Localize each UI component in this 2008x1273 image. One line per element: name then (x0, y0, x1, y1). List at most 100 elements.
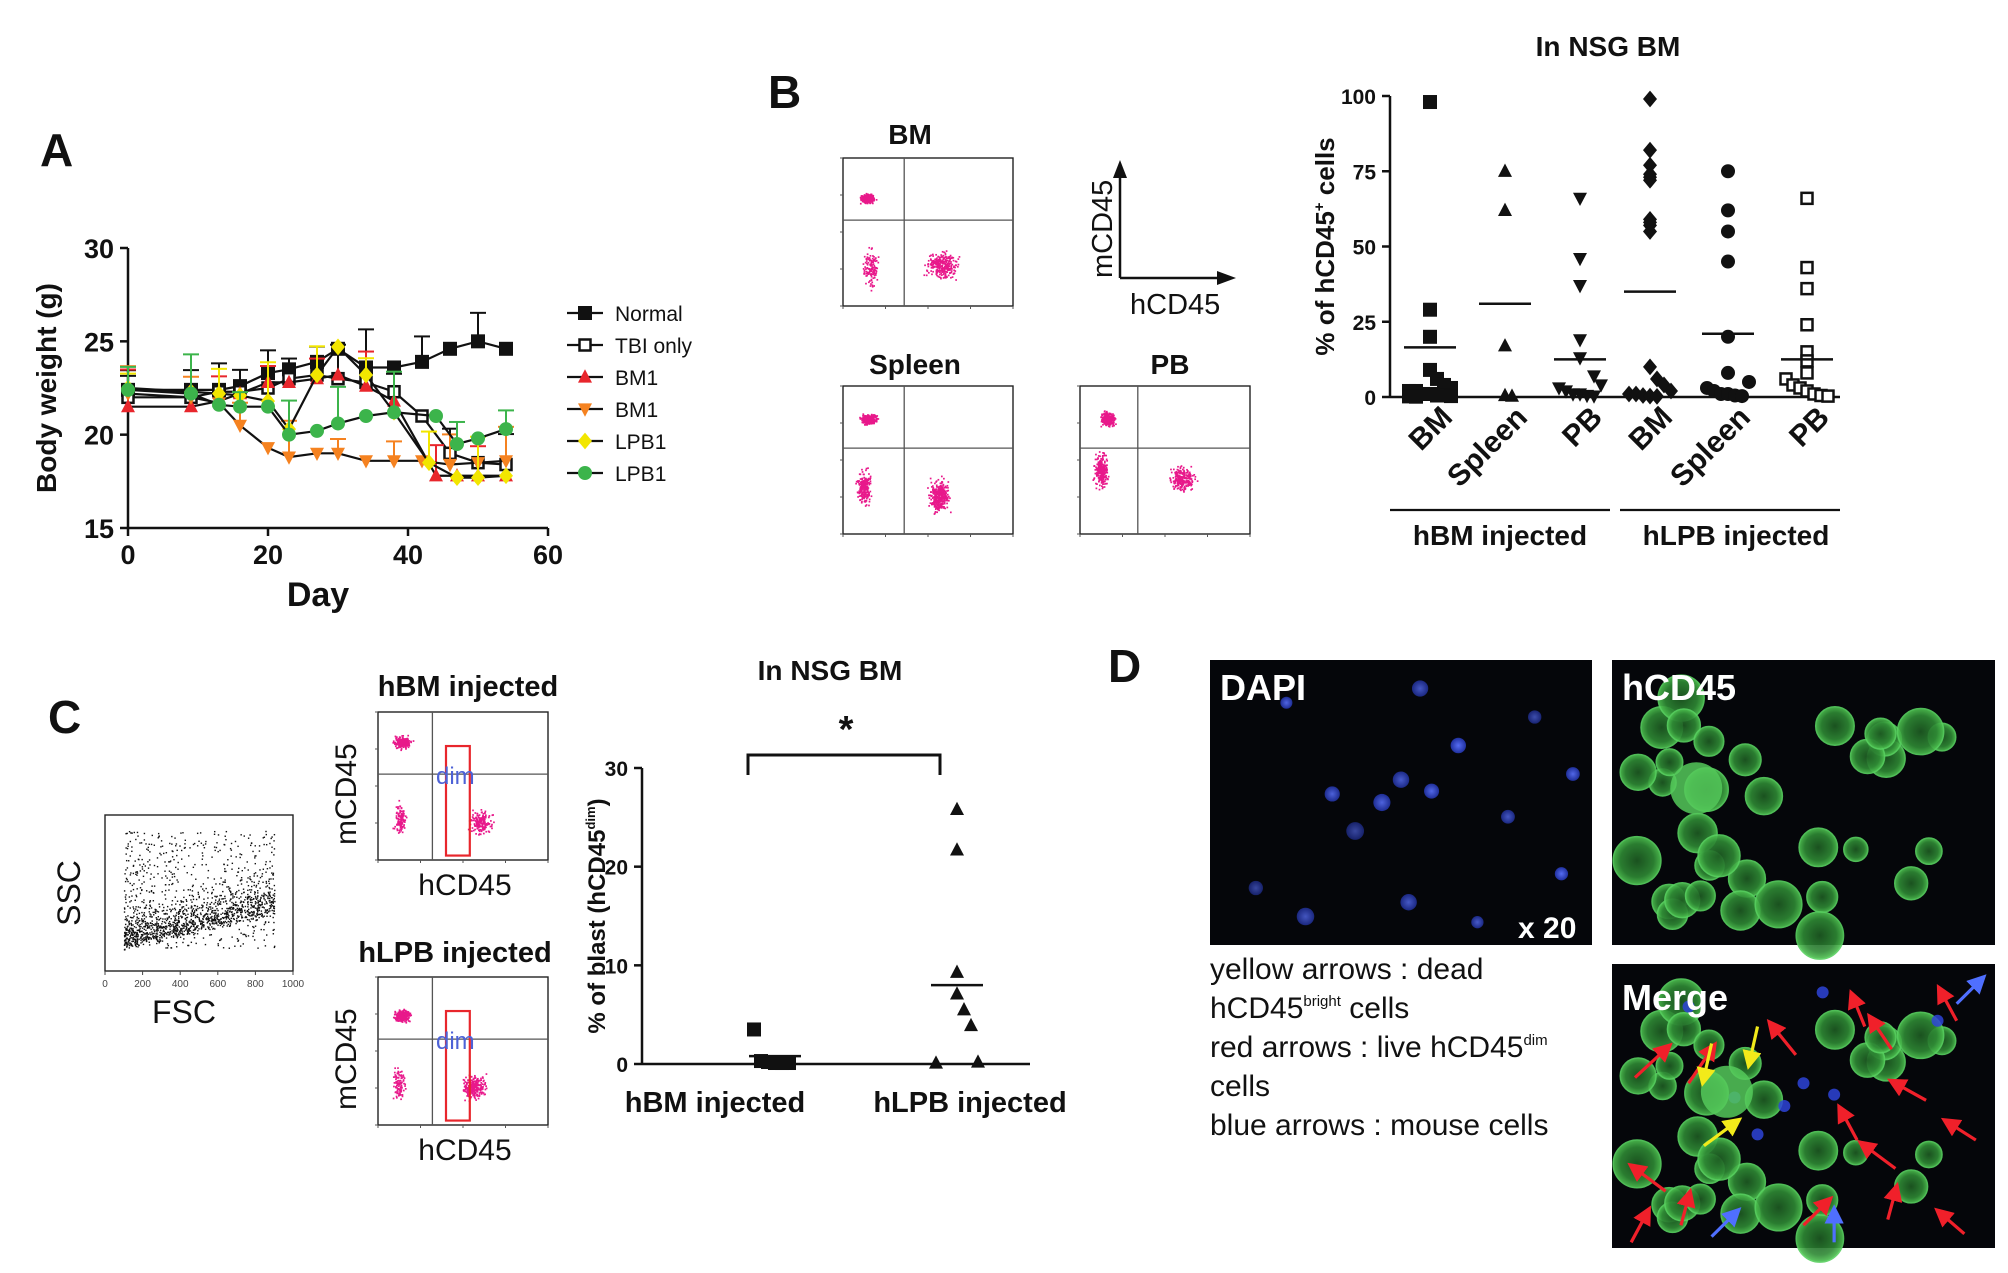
event-dot (864, 266, 866, 268)
event-dot (1106, 468, 1108, 471)
event-dot (180, 932, 183, 935)
event-dot (946, 496, 949, 499)
y-tick-label: 0 (1364, 387, 1376, 410)
event-dot (945, 270, 948, 273)
event-dot (192, 920, 194, 922)
event-dot (938, 269, 941, 272)
event-dot (194, 923, 196, 925)
event-dot (208, 906, 210, 908)
event-dot (394, 743, 396, 746)
event-dot (148, 891, 151, 893)
event-dot (199, 832, 202, 834)
event-dot (176, 854, 178, 857)
data-point (359, 378, 373, 392)
event-dot (933, 499, 935, 501)
event-dot (238, 889, 240, 892)
event-dot (246, 881, 248, 883)
event-dot (175, 912, 178, 914)
event-dot (247, 913, 249, 916)
event-dot (217, 924, 219, 926)
event-dot (136, 922, 139, 924)
event-dot (863, 485, 866, 488)
event-dot (257, 947, 259, 949)
event-dot (1169, 478, 1172, 481)
event-dot (240, 853, 243, 856)
data-point (1643, 141, 1657, 159)
event-dot (172, 882, 174, 885)
event-dot (941, 487, 943, 490)
event-dot (874, 274, 877, 276)
data-point (1498, 202, 1512, 216)
event-dot (869, 482, 872, 485)
event-dot (1174, 480, 1177, 483)
data-point (1498, 163, 1512, 177)
event-dot (255, 897, 257, 899)
event-dot (127, 925, 129, 927)
event-dot (135, 926, 137, 929)
event-dot (188, 855, 190, 857)
event-dot (1106, 421, 1108, 424)
event-dot (128, 932, 131, 935)
event-dot (181, 924, 183, 926)
event-dot (862, 485, 865, 488)
event-dot (173, 873, 175, 875)
event-dot (491, 814, 494, 817)
event-dot (942, 254, 945, 257)
event-dot (148, 941, 150, 944)
event-dot (946, 265, 948, 268)
event-dot (211, 922, 214, 925)
event-dot (236, 938, 239, 940)
event-dot (404, 815, 407, 818)
event-dot (236, 907, 239, 910)
event-dot (251, 915, 253, 917)
event-dot (151, 920, 153, 922)
event-dot (868, 492, 870, 495)
event-dot (155, 938, 158, 941)
event-dot (269, 895, 272, 897)
data-point (1573, 280, 1587, 294)
event-dot (136, 932, 138, 934)
event-dot (219, 894, 221, 897)
event-dot (472, 809, 474, 812)
event-dot (867, 478, 870, 481)
event-dot (169, 842, 171, 845)
event-dot (179, 936, 182, 938)
event-dot (217, 918, 219, 921)
event-dot (134, 860, 136, 862)
event-dot (217, 904, 219, 906)
event-dot (166, 943, 169, 945)
event-dot (191, 890, 194, 892)
event-dot (267, 897, 269, 900)
y-axis-label: Body weight (g) (31, 283, 62, 493)
event-dot (949, 271, 952, 274)
event-dot (131, 945, 134, 947)
event-dot (243, 891, 245, 894)
event-dot (211, 891, 213, 894)
event-dot (949, 254, 952, 257)
data-point (1423, 329, 1437, 344)
event-dot (1111, 425, 1114, 428)
event-dot (166, 933, 168, 936)
category-label: PB (1783, 401, 1836, 454)
event-dot (252, 906, 254, 908)
event-dot (224, 895, 226, 898)
event-dot (1106, 412, 1109, 415)
y-axis-label-sup: + (1311, 202, 1328, 211)
event-dot (941, 491, 944, 494)
event-dot (206, 918, 208, 921)
event-dot (1098, 463, 1101, 466)
event-dot (256, 875, 259, 877)
event-dot (264, 899, 266, 901)
event-dot (1101, 464, 1104, 466)
event-dot (399, 805, 402, 808)
event-dot (951, 267, 953, 270)
event-dot (167, 944, 170, 947)
event-dot (266, 915, 268, 917)
y-axis-label: % of hCD45+ cells (1310, 137, 1340, 355)
event-dot (865, 491, 867, 494)
event-dot (127, 915, 129, 917)
event-dot (927, 271, 930, 274)
event-dot (940, 489, 943, 492)
event-dot (255, 855, 257, 857)
event-dot (198, 918, 200, 920)
